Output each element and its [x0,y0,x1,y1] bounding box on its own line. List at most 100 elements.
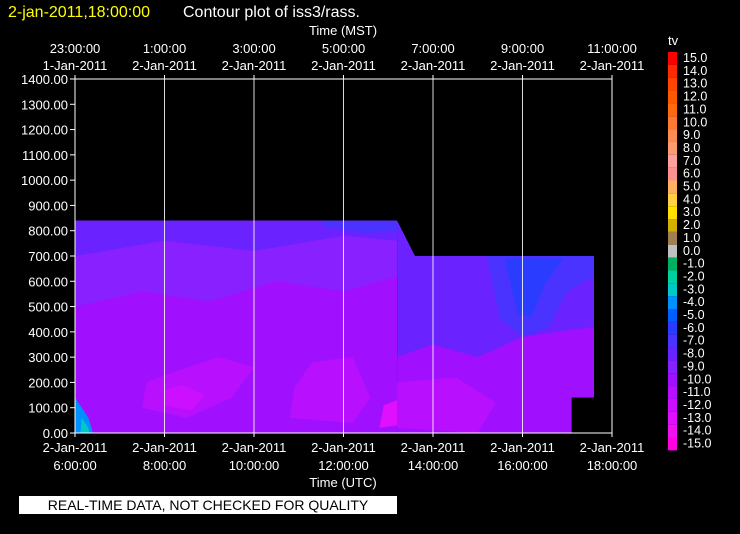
y-tick-label: 500.00 [28,300,68,315]
colorbar-label: 1.0 [683,231,700,245]
colorbar-label: 6.0 [683,167,700,181]
bottom-tick-time: 12:00:00 [318,458,369,473]
y-tick-label: 1300.00 [21,97,68,112]
bottom-tick-time: 10:00:00 [229,458,280,473]
colorbar-swatch [668,231,677,245]
colorbar-label: -5.0 [683,308,705,322]
colorbar-swatch [668,154,677,168]
top-tick-date: 2-Jan-2011 [490,58,555,73]
bottom-tick-date: 2-Jan-2011 [43,440,108,455]
y-tick-label: 600.00 [28,274,68,289]
y-tick-label: 100.00 [28,401,68,416]
grid-lines [164,79,523,433]
colorbar-label: 13.0 [683,77,707,91]
plot-timestamp: 2-jan-2011,18:00:00 [8,4,150,21]
colorbar-label: 9.0 [683,128,700,142]
colorbar-swatch [668,141,677,155]
bottom-tick-time: 16:00:00 [497,458,548,473]
y-tick-label: 400.00 [28,325,68,340]
colorbar-swatch [668,296,677,309]
colorbar-swatch [668,103,677,117]
colorbar-swatch [668,424,677,438]
colorbar-label: 5.0 [683,180,700,194]
top-tick-date: 2-Jan-2011 [222,58,287,73]
colorbar-swatch [668,116,677,130]
colorbar-label: 8.0 [683,141,700,155]
top-tick-time: 23:00:00 [50,41,101,56]
colorbar-label: 10.0 [683,115,707,129]
bottom-tick-date: 2-Jan-2011 [490,440,555,455]
colorbar-swatch [668,347,677,361]
bottom-tick-date: 2-Jan-2011 [132,440,197,455]
contour-field [75,220,595,433]
colorbar-label: -7.0 [683,334,705,348]
y-tick-label: 200.00 [28,375,68,390]
colorbar-swatch [668,334,677,348]
bottom-tick-time: 6:00:00 [53,458,96,473]
bottom-tick-time: 18:00:00 [587,458,638,473]
bottom-tick-time: 14:00:00 [408,458,459,473]
colorbar-label: 7.0 [683,154,700,168]
colorbar-swatch [668,129,677,142]
y-tick-label: 1000.00 [21,173,68,188]
top-tick-time: 1:00:00 [143,41,186,56]
top-tick-time: 9:00:00 [501,41,544,56]
colorbar-swatch [668,257,677,271]
y-tick-label: 1200.00 [21,123,68,138]
colorbar-label: -9.0 [683,359,705,373]
top-tick-date: 2-Jan-2011 [132,58,197,73]
contour-region [321,220,398,234]
contour-region [75,397,93,433]
colorbar-swatch [668,437,677,451]
contour-region [397,377,496,433]
top-tick-date: 2-Jan-2011 [401,58,466,73]
colorbar-swatch [668,64,677,78]
contour-region [504,258,563,317]
y-tick-label: 300.00 [28,350,68,365]
colorbar-swatch [668,206,677,220]
contour-region [379,400,398,428]
colorbar-swatch [668,77,677,91]
colorbar-swatch [668,373,677,387]
colorbar-label: -8.0 [683,347,705,361]
colorbar-title: tv [668,33,679,48]
bottom-tick-date: 2-Jan-2011 [580,440,645,455]
colorbar-label: 11.0 [683,102,706,116]
top-tick-time: 3:00:00 [232,41,275,56]
colorbar-label: 4.0 [683,192,700,206]
colorbar-swatch [668,283,677,297]
colorbar-swatch [668,90,677,104]
colorbar-label: -13.0 [683,411,712,425]
colorbar-legend: tv 15.014.013.012.011.010.09.08.07.06.05.… [668,33,712,451]
bottom-axis-label: Time (UTC) [309,475,376,490]
colorbar-label: -2.0 [683,269,705,283]
top-tick-date: 2-Jan-2011 [311,58,376,73]
plot-axes: 0.00 100.00 200.00 300.00 400.00 500.00 600.00… [21,41,644,473]
colorbar-label: 14.0 [683,64,707,78]
colorbar-label: -15.0 [683,437,712,451]
colorbar-swatch [668,360,677,374]
colorbar-label: 2.0 [683,218,700,232]
colorbar-label: -14.0 [683,424,712,438]
y-tick-label: 800.00 [28,224,68,239]
colorbar-swatch [668,321,677,335]
contour-region [80,417,90,433]
top-tick-date: 2-Jan-2011 [580,58,645,73]
colorbar-swatch [668,167,677,181]
colorbar-label: 3.0 [683,205,700,219]
colorbar-swatch [668,52,677,65]
colorbar-swatch [668,398,677,412]
colorbar-swatch [668,193,677,207]
colorbar-swatch [668,244,677,258]
y-tick-label: 700.00 [28,249,68,264]
colorbar-label: 0.0 [683,244,700,258]
colorbar-swatch [668,309,677,322]
colorbar-label: -1.0 [683,257,705,271]
colorbar-swatch [668,219,677,232]
colorbar-label: -3.0 [683,282,705,296]
top-tick-time: 5:00:00 [322,41,365,56]
y-tick-label: 1100.00 [22,148,68,163]
colorbar-label: -12.0 [683,398,712,412]
colorbar-swatch [668,386,677,399]
contour-region [289,357,371,423]
